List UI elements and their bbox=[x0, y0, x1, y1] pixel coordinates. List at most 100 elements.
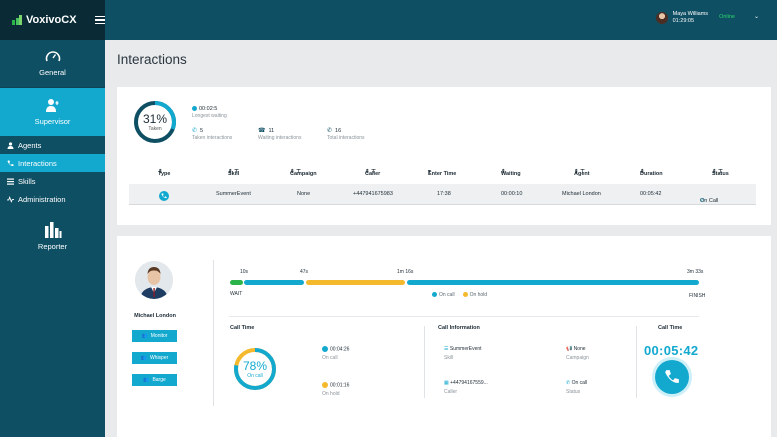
nav-supervisor[interactable]: Supervisor bbox=[0, 88, 105, 136]
agent-photo bbox=[135, 261, 173, 299]
table-header: Type ⇕ Skill ⇕ ⊤ Campaign ⇕ ⊤ Caller ⇕ ⊤… bbox=[129, 167, 759, 179]
bar-chart-icon bbox=[44, 221, 61, 238]
divider bbox=[636, 326, 637, 398]
onhold-time: 00:01:16 On hold bbox=[322, 382, 350, 398]
waiting-interactions: ☎ 11 Waiting interactions bbox=[258, 128, 302, 141]
sidebar-item-label: Agents bbox=[18, 140, 42, 150]
col-campaign[interactable]: Campaign ⇕ ⊤ bbox=[290, 169, 317, 177]
cell-skill: SummerEvent bbox=[216, 191, 251, 197]
monitor-button[interactable]: 👥 Monitor bbox=[132, 330, 177, 342]
sidebar-item-label: Interactions bbox=[18, 158, 57, 168]
info-campaign: 📢 None Campaign bbox=[566, 346, 589, 361]
phone-icon: ✆ bbox=[192, 128, 198, 134]
longest-waiting: 00:02:5 Longest waiting bbox=[192, 106, 227, 119]
phone-icon: ✆ bbox=[566, 380, 571, 386]
divider bbox=[213, 260, 214, 406]
list-icon bbox=[7, 178, 14, 185]
interaction-detail-card: Michael London 👥 Monitor 👥 Whisper 👥 Barge … bbox=[117, 236, 771, 437]
divider bbox=[424, 326, 425, 398]
sidebar-item-skills[interactable]: Skills bbox=[0, 172, 105, 190]
hold-dot-icon bbox=[322, 382, 328, 388]
cell-campaign: None bbox=[297, 191, 311, 197]
whisper-button[interactable]: 👥 Whisper bbox=[132, 352, 177, 364]
users-icon: 👥 bbox=[141, 333, 148, 339]
users-icon: 👥 bbox=[140, 355, 147, 361]
col-agent[interactable]: Agent ⇕ ⊤ bbox=[574, 169, 590, 177]
call-type-icon bbox=[159, 191, 169, 201]
col-skill[interactable]: Skill ⇕ ⊤ bbox=[228, 169, 240, 177]
taken-donut bbox=[134, 101, 176, 143]
sidebar-item-interactions[interactable]: Interactions bbox=[0, 154, 105, 172]
cell-waiting: 00:00:10 bbox=[501, 191, 523, 197]
info-caller: ▦ +44794167559... Caller bbox=[444, 380, 488, 395]
timeline-start-label: WAIT bbox=[230, 291, 243, 297]
avatar bbox=[655, 11, 668, 24]
col-waiting[interactable]: Waiting ⇕ bbox=[501, 169, 521, 177]
oncall-dot-icon bbox=[432, 292, 437, 298]
supervisor-submenu: Agents Interactions Skills Administratio… bbox=[0, 136, 105, 208]
divider bbox=[229, 316, 699, 317]
timeline-label-1: 10s bbox=[240, 269, 249, 275]
timeline-wait-segment bbox=[230, 280, 243, 285]
call-time-title: Call Time bbox=[230, 325, 255, 331]
call-time-donut bbox=[234, 348, 276, 390]
col-duration[interactable]: Duration ⇕ bbox=[640, 169, 663, 177]
timeline-hold-segment bbox=[306, 280, 405, 285]
person-icon bbox=[7, 141, 14, 149]
taken-interactions: ✆ 5 Taken interactions bbox=[192, 128, 233, 141]
phone-hold-icon: ☎ bbox=[258, 128, 266, 134]
activity-icon bbox=[7, 195, 14, 203]
table-row[interactable]: SummerEvent None +447941675983 17:38 00:… bbox=[129, 184, 756, 205]
users-icon: 👥 bbox=[143, 377, 150, 383]
info-status: ✆ On call Status bbox=[566, 380, 588, 395]
chevron-down-icon[interactable]: ⌄ bbox=[753, 14, 759, 21]
barge-button[interactable]: 👥 Barge bbox=[132, 374, 177, 386]
phone-icon bbox=[665, 370, 679, 383]
dialpad-icon: ▦ bbox=[444, 380, 449, 386]
cell-agent: Michael London bbox=[562, 191, 601, 197]
oncall-percent-label: On call bbox=[247, 373, 263, 379]
nav-reporter[interactable]: Reporter bbox=[0, 212, 105, 260]
call-info-title: Call Information bbox=[438, 325, 480, 331]
nav-reporter-label: Reporter bbox=[37, 241, 68, 251]
sidebar-item-agents[interactable]: Agents bbox=[0, 136, 105, 154]
col-caller[interactable]: Caller ⇕ ⊤ bbox=[365, 169, 381, 177]
total-interactions: ✆ 16 Total interactions bbox=[327, 128, 365, 141]
info-skill: ☰ SummerEvent Skill bbox=[444, 346, 482, 361]
oncall-dot-icon bbox=[322, 346, 328, 352]
timeline-oncall-segment bbox=[244, 280, 304, 285]
user-name: Maya Williams bbox=[672, 11, 709, 17]
megaphone-icon: 📢 bbox=[566, 346, 573, 352]
nav-general-label: General bbox=[39, 68, 66, 77]
call-time-right-title: Call Time bbox=[658, 325, 683, 331]
timeline-oncall-segment bbox=[407, 280, 699, 285]
cell-duration: 00:05:42 bbox=[640, 191, 662, 197]
col-type[interactable]: Type ⇕ bbox=[158, 169, 171, 177]
interactions-summary-card: 31% Taken 00:02:5 Longest waiting ✆ 5 Tak… bbox=[117, 87, 771, 225]
phone-total-icon: ✆ bbox=[327, 128, 333, 134]
list-icon: ☰ bbox=[444, 346, 449, 352]
logo-icon bbox=[12, 15, 22, 25]
sidebar: VoxivoCX General Supervisor Agents Int bbox=[0, 0, 105, 437]
sidebar-item-administration[interactable]: Administration bbox=[0, 190, 105, 208]
col-status[interactable]: Status ⇕ ⊤ bbox=[712, 169, 729, 177]
nav-general[interactable]: General bbox=[0, 40, 105, 88]
call-button[interactable] bbox=[655, 360, 689, 394]
supervisor-icon bbox=[45, 99, 58, 112]
oncall-percent: 78% bbox=[242, 359, 268, 373]
user-menu[interactable]: Maya Williams 01:29:05 Online ⌄ bbox=[655, 11, 759, 25]
taken-label: Taken bbox=[148, 126, 162, 132]
menu-icon[interactable] bbox=[94, 16, 105, 24]
col-enter-time[interactable]: Enter Time ▾ bbox=[428, 169, 457, 177]
timeline-legend: On call On hold bbox=[432, 292, 487, 298]
topbar: Maya Williams 01:29:05 Online ⌄ bbox=[105, 0, 777, 40]
page-title: Interactions bbox=[117, 52, 187, 67]
taken-percent: 31% bbox=[142, 112, 168, 126]
clock-icon bbox=[192, 106, 197, 112]
timeline-end-label: FINISH bbox=[689, 293, 706, 299]
donut-value-arc bbox=[134, 101, 176, 143]
agent-name: Michael London bbox=[134, 313, 176, 319]
call-duration: 00:05:42 bbox=[644, 343, 699, 358]
sidebar-item-label: Administration bbox=[18, 194, 66, 204]
hold-dot-icon bbox=[462, 292, 468, 298]
